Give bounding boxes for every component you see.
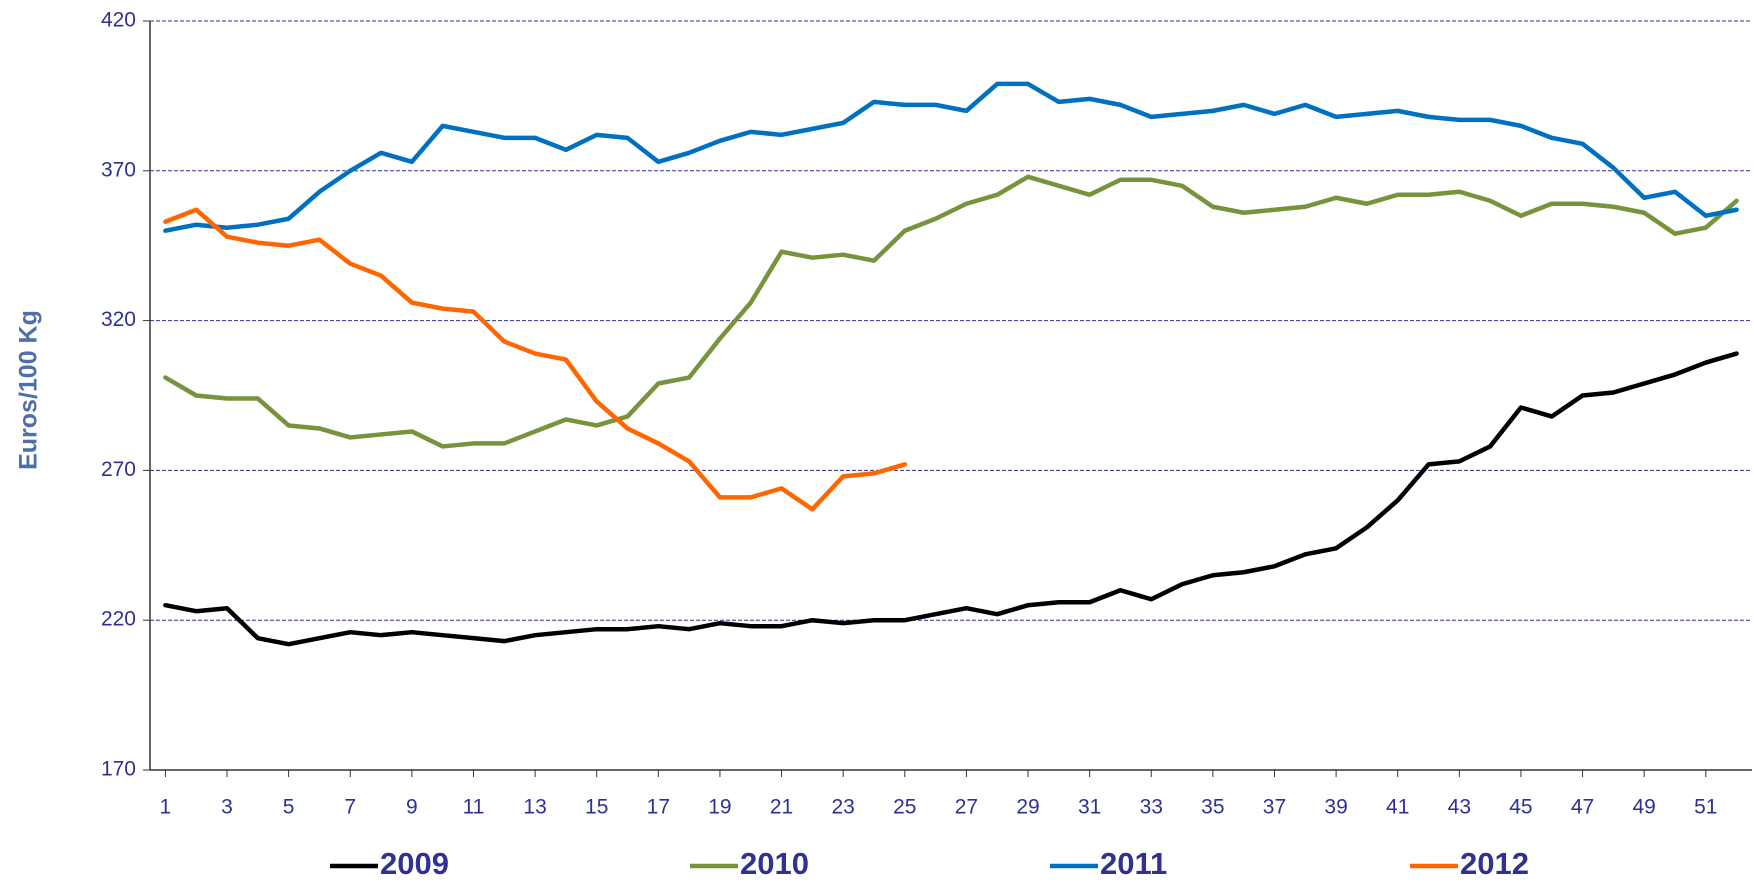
x-tick-label: 23 — [831, 796, 854, 819]
x-tick-label: 7 — [344, 796, 356, 819]
y-tick-label: 320 — [101, 308, 136, 331]
x-tick-label: 17 — [647, 796, 670, 819]
series-line — [163, 81, 1739, 233]
x-tick-label: 41 — [1386, 796, 1409, 819]
x-tick-label: 43 — [1448, 796, 1471, 819]
series-line — [163, 174, 1739, 449]
x-tick-label: 13 — [523, 796, 546, 819]
y-tick-label: 420 — [101, 9, 136, 32]
x-tick-label: 39 — [1324, 796, 1347, 819]
legend-text: 2012 — [1460, 846, 1529, 881]
x-tick-label: 33 — [1140, 796, 1163, 819]
y-tick-label: 220 — [101, 608, 136, 631]
x-tick-label: 27 — [955, 796, 978, 819]
x-tick-label: 37 — [1263, 796, 1286, 819]
x-tick-label: 1 — [160, 796, 172, 819]
x-tick-label: 9 — [406, 796, 418, 819]
series-line — [163, 351, 1739, 647]
legend-text: 2011 — [1100, 846, 1167, 881]
y-axis-label: Euros/100 Kg — [15, 310, 43, 470]
x-tick-label: 3 — [221, 796, 233, 819]
y-tick-label: 270 — [101, 458, 136, 481]
y-tick-label: 370 — [101, 158, 136, 181]
x-tick-label: 35 — [1201, 796, 1224, 819]
x-tick-label: 51 — [1694, 796, 1717, 819]
legend-text: 2010 — [740, 846, 809, 881]
x-tick-label: 11 — [463, 796, 485, 819]
legend-text: 2009 — [380, 846, 449, 881]
x-tick-label: 45 — [1509, 796, 1532, 819]
x-tick-label: 15 — [585, 796, 608, 819]
series-line — [163, 207, 908, 512]
y-tick-label: 170 — [101, 758, 136, 781]
x-tick-label: 19 — [708, 796, 731, 819]
x-tick-label: 31 — [1078, 796, 1101, 819]
x-tick-label: 29 — [1016, 796, 1039, 819]
x-tick-label: 49 — [1632, 796, 1655, 819]
x-tick-label: 25 — [893, 796, 916, 819]
x-tick-label: 21 — [770, 796, 793, 819]
x-tick-label: 47 — [1571, 796, 1594, 819]
x-tick-label: 5 — [283, 796, 295, 819]
